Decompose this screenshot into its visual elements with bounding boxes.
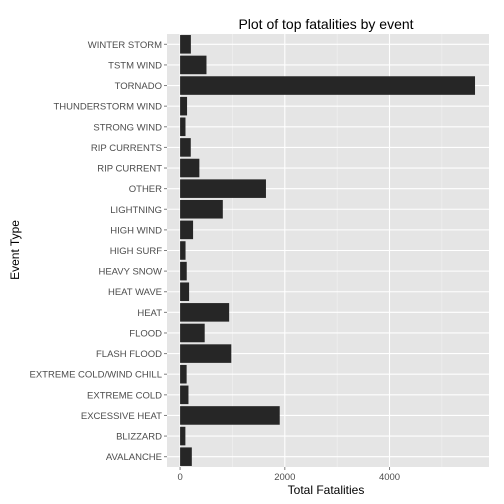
x-axis-ticks: 0 2000 4000 — [177, 467, 400, 483]
y-tick-label: HEAT — [137, 308, 162, 319]
y-axis-ticks: AVALANCHE BLIZZARD EXCESSIVE HEAT EXTREME C… — [30, 40, 167, 463]
y-tick-label: BLIZZARD — [116, 432, 162, 443]
x-tick-label: 0 — [177, 472, 182, 483]
bar-blizzard — [180, 426, 186, 446]
y-tick-label: FLOOD — [129, 328, 162, 339]
y-tick-label: RIP CURRENTS — [91, 143, 162, 154]
y-tick-label: STRONG WIND — [93, 122, 162, 133]
bar-tstm-wind — [180, 55, 207, 75]
bar-rip-current — [180, 158, 200, 178]
y-tick-label: FLASH FLOOD — [96, 349, 162, 360]
y-tick-label: WINTER STORM — [88, 40, 162, 51]
x-axis-title: Total Fatalities — [288, 483, 365, 497]
y-tick-label: HEAVY SNOW — [98, 267, 162, 278]
y-tick-label: OTHER — [129, 184, 162, 195]
bar-heat — [180, 303, 230, 322]
bar-strong-wind — [180, 117, 186, 137]
bars — [180, 35, 476, 466]
y-tick-label: TSTM WIND — [108, 60, 162, 71]
y-tick-label: LIGHTNING — [110, 205, 162, 216]
bar-tornado — [180, 76, 476, 95]
bar-heat-wave — [180, 282, 190, 302]
bar-thunderstorm-wind — [180, 96, 188, 116]
bar-high-surf — [180, 241, 186, 260]
x-tick-label: 4000 — [379, 472, 400, 483]
bar-lightning — [180, 199, 223, 219]
y-tick-label: RIP CURRENT — [97, 164, 162, 175]
y-tick-label: EXTREME COLD/WIND CHILL — [30, 370, 163, 381]
bar-rip-currents — [180, 138, 191, 157]
y-tick-label: HIGH WIND — [110, 225, 162, 236]
y-tick-label: EXTREME COLD — [87, 390, 162, 401]
bar-flood — [180, 323, 205, 343]
x-tick-label: 2000 — [274, 472, 295, 483]
y-tick-label: THUNDERSTORM WIND — [53, 102, 162, 113]
y-tick-label: EXCESSIVE HEAT — [81, 411, 162, 422]
bar-excessive-heat — [180, 406, 280, 425]
bar-extreme-cold — [180, 385, 189, 405]
bar-avalanche — [180, 447, 192, 466]
chart-title: Plot of top fatalities by event — [238, 16, 413, 32]
y-axis-title: Event Type — [8, 220, 22, 280]
y-tick-label: AVALANCHE — [106, 452, 162, 463]
bar-winter-storm — [180, 35, 191, 54]
y-tick-label: HEAT WAVE — [108, 287, 162, 298]
bar-flash-flood — [180, 344, 232, 363]
bar-extreme-cold-wind-chill — [180, 364, 187, 384]
bar-other — [180, 179, 266, 198]
bar-heavy-snow — [180, 261, 187, 281]
y-tick-label: TORNADO — [115, 81, 162, 92]
y-tick-label: HIGH SURF — [110, 246, 162, 257]
bar-high-wind — [180, 220, 194, 240]
